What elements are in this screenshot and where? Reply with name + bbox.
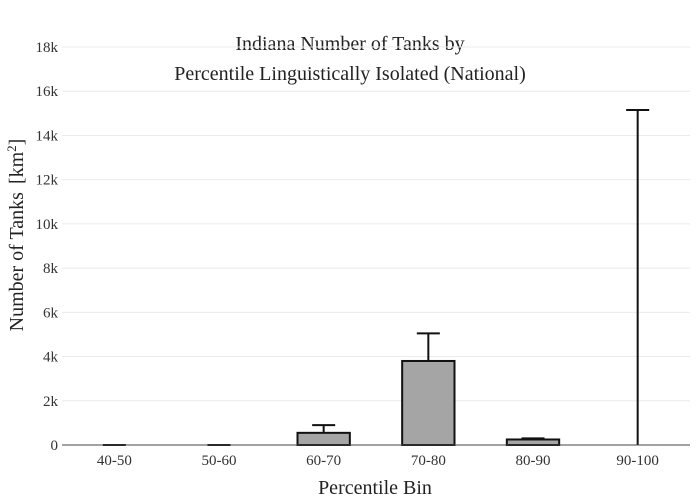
y-axis-title-text: Number of Tanks xyxy=(6,192,28,332)
gridlines xyxy=(62,46,690,402)
y-tick-label: 2k xyxy=(43,394,59,410)
y-tick-label: 6k xyxy=(43,305,59,321)
x-tick-label: 70-80 xyxy=(411,453,446,469)
chart-title-line-1: Indiana Number of Tanks by xyxy=(235,33,464,55)
y-tick-label: 8k xyxy=(43,261,59,277)
y-axis-title-unit-close: ] xyxy=(6,139,28,146)
x-axis-ticks: 40-50 50-60 60-70 70-80 80-90 90-100 xyxy=(97,453,659,469)
y-axis-title-unit: [km xyxy=(6,151,28,184)
x-tick-label: 80-90 xyxy=(516,453,551,469)
x-tick-label: 90-100 xyxy=(616,453,659,469)
error-bars xyxy=(102,109,650,446)
y-axis-title: Number of Tanks [km2] xyxy=(4,139,28,332)
bar-60-70 xyxy=(296,431,351,447)
y-tick-label: 14k xyxy=(36,128,59,144)
y-tick-label: 12k xyxy=(36,173,59,189)
y-tick-label: 16k xyxy=(36,84,59,100)
bars xyxy=(296,359,561,447)
y-tick-label: 10k xyxy=(36,217,59,233)
y-tick-label: 4k xyxy=(43,350,59,366)
x-tick-label: 60-70 xyxy=(306,453,341,469)
y-tick-label: 0 xyxy=(51,438,59,454)
y-axis-ticks: 0 2k 4k 6k 8k 10k 12k 14k 16k 18k xyxy=(36,40,59,454)
bar-70-80 xyxy=(401,359,456,447)
chart-title-line-2: Percentile Linguistically Isolated (Nati… xyxy=(174,63,526,85)
x-axis-title: Percentile Bin xyxy=(318,477,432,499)
y-tick-label: 18k xyxy=(36,40,59,56)
bar-80-90 xyxy=(505,438,561,447)
x-tick-label: 50-60 xyxy=(202,453,237,469)
y-axis-title-unit-sup: 2 xyxy=(4,145,19,152)
x-tick-label: 40-50 xyxy=(97,453,132,469)
